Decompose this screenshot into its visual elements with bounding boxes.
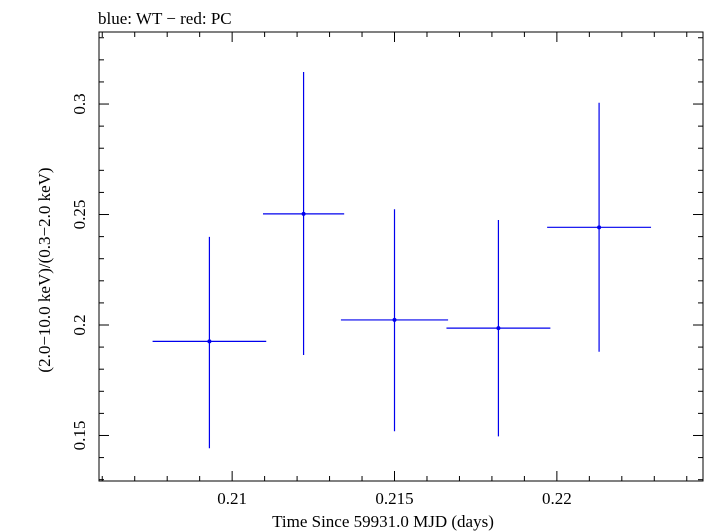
point-marker	[496, 326, 501, 331]
y-ticks: 0.15 0.2 0.25 0.3	[70, 37, 703, 481]
chart-title: blue: WT − red: PC	[98, 9, 232, 28]
point-marker	[392, 317, 397, 322]
y-axis-label: (2.0−10.0 keV)/(0.3−2.0 keV)	[35, 167, 54, 372]
x-ticks: 0.21 0.215 0.22	[101, 32, 688, 508]
y-tick-label: 0.25	[70, 200, 89, 230]
y-tick-label: 0.3	[70, 93, 89, 114]
data-point	[262, 71, 345, 356]
point-marker	[597, 225, 602, 230]
x-tick-label: 0.22	[542, 489, 572, 508]
data-points	[152, 71, 652, 449]
x-tick-label: 0.215	[375, 489, 413, 508]
point-marker	[207, 339, 212, 344]
y-tick-label: 0.2	[70, 314, 89, 335]
data-point	[152, 236, 267, 449]
data-point	[547, 102, 652, 352]
x-tick-label: 0.21	[217, 489, 247, 508]
point-marker	[301, 211, 306, 216]
data-point	[446, 220, 551, 437]
y-tick-label: 0.15	[70, 421, 89, 451]
x-axis-label: Time Since 59931.0 MJD (days)	[272, 512, 494, 531]
data-point	[340, 209, 449, 432]
plot-frame	[98, 31, 704, 482]
